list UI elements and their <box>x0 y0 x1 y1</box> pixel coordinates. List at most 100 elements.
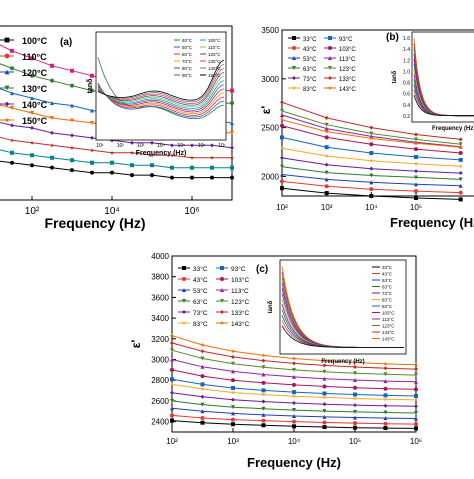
panel-c-data-point <box>261 388 266 393</box>
panel-a-data-point <box>149 153 155 157</box>
panel-b-data-point <box>458 171 463 176</box>
panel-c-data-point <box>383 379 388 384</box>
panel-c-y-tick-label: 3800 <box>151 273 169 282</box>
panel-c-data-point <box>383 386 388 391</box>
panel-c-data-point <box>322 363 327 368</box>
panel-a: 10² 10⁴ 10⁶ Frequency (Hz) 100°C 110°C 120°C 13… <box>0 0 240 240</box>
panel-a-x-axis-label: Frequency (Hz) <box>44 215 145 231</box>
panel-b-data-point <box>324 126 329 131</box>
panel-b-data-point <box>324 145 329 150</box>
panel-c-data-point <box>383 361 388 366</box>
panel-b-data-point <box>458 157 463 162</box>
panel-b-data-point <box>369 180 374 185</box>
panel-a-data-point <box>49 165 54 170</box>
panel-c-data-point <box>261 380 266 385</box>
panel-a-inset-curve <box>97 83 225 116</box>
panel-a-chart: 10² 10⁴ 10⁶ Frequency (Hz) 100°C 110°C 120°C 13… <box>0 25 235 231</box>
panel-b-data-point <box>414 147 419 152</box>
panel-c-x-tick-label: 10⁶ <box>410 437 422 446</box>
panel-c-y-tick-label: 2800 <box>151 376 169 385</box>
panel-c-data-point <box>292 413 296 418</box>
panel-a-data-point <box>30 153 34 158</box>
panel-a-legend-marker <box>4 101 10 107</box>
panel-c-inset-legend-label: 123°C <box>382 324 395 329</box>
panel-a-inset-x-axis-label: Frequency (Hz) <box>136 150 187 157</box>
panel-a-legend-label: 140°C <box>22 100 48 110</box>
panel-a-x-tick-label: 10⁶ <box>184 206 199 217</box>
panel-b-data-point <box>369 151 374 156</box>
panel-a-data-point <box>29 140 35 145</box>
panel-c-data-point <box>414 404 418 409</box>
panel-c-inset-x-axis-label: Frequency (Hz) <box>321 359 364 365</box>
panel-c-y-tick-label: 4000 <box>151 252 169 261</box>
panel-a-data-point <box>229 155 235 160</box>
panel-c-inset-legend-label: 143°C <box>382 337 395 342</box>
panel-c-legend-marker <box>181 320 187 325</box>
panel-c-data-point <box>200 394 205 399</box>
panel-c-legend-marker <box>182 310 186 314</box>
panel-b-data-point <box>324 184 329 189</box>
panel-c-data-point <box>414 393 418 398</box>
panel-a-inset-curve <box>97 72 225 106</box>
panel-c-legend-label: 93°C <box>231 265 246 273</box>
panel-c-data-point <box>383 421 388 426</box>
panel-a-legend-marker <box>4 117 10 123</box>
panel-c-legend-label: 43°C <box>193 276 208 284</box>
panel-c-data-point <box>261 358 266 363</box>
panel-b-data-point <box>280 123 284 128</box>
panel-b-x-tick-label: 10⁴ <box>365 203 378 212</box>
panel-b-legend-marker <box>328 46 332 50</box>
panel-a-inset-curve <box>97 85 225 113</box>
panel-c-data-point <box>231 422 235 427</box>
panel-a-data-point <box>129 150 135 155</box>
panel-b-inset-y-tick-label: 0.4 <box>403 103 410 109</box>
panel-a-data-point <box>9 123 14 128</box>
panel-c-data-point <box>291 356 297 361</box>
panel-c-legend-marker <box>182 299 186 303</box>
panel-b-inset-y-tick-label: 0.8 <box>403 81 410 87</box>
panel-c-data-point <box>414 416 418 421</box>
panel-c-data-point <box>200 386 205 391</box>
panel-c-chart: 2400 2600 2800 3000 3200 3400 3600 3800 4000 10² 1… <box>129 252 422 470</box>
panel-a-data-point <box>9 91 14 96</box>
panel-a-data-point <box>9 160 14 165</box>
panel-b-x-tick-label: 10³ <box>321 203 333 212</box>
panel-b-legend-marker <box>327 85 333 90</box>
panel-a-inset-legend-label: 150°C <box>208 73 221 78</box>
panel-c-data-point <box>170 357 174 362</box>
panel-b-data-point <box>458 183 463 188</box>
panel-b-data-point <box>279 117 285 122</box>
panel-a-data-point <box>230 165 234 170</box>
panel-c-data-point <box>383 410 388 415</box>
panel-c-inset-legend-label: 73°C <box>382 291 393 296</box>
panel-b-data-point <box>324 177 329 182</box>
panel-c-legend-marker <box>182 277 186 281</box>
panel-a-data-point <box>150 140 154 145</box>
panel-c-data-point <box>231 405 235 410</box>
panel-a-data-point <box>129 163 134 168</box>
panel-a-data-point <box>150 173 154 178</box>
panel-b-data-point <box>280 100 284 105</box>
panel-c-data-point <box>170 340 174 345</box>
panel-a-data-point <box>190 143 194 148</box>
panel-c-data-point <box>200 374 205 379</box>
panel-c-legend-marker <box>220 288 224 292</box>
panel-b-data-point <box>280 135 284 140</box>
panel-b-data-point <box>369 136 374 141</box>
panel-b-data-point <box>458 145 463 149</box>
panel-a-data-point <box>230 101 234 106</box>
panel-c-data-point <box>292 374 296 379</box>
panel-b-legend-marker <box>292 76 296 80</box>
panel-a-data-point <box>89 135 94 140</box>
panel-a-data-point <box>70 68 74 73</box>
panel-a-inset-legend-label: 90°C <box>182 73 193 78</box>
panel-c-data-point <box>261 412 266 417</box>
panel-c-data-point <box>322 369 327 374</box>
panel-c-data-point <box>200 420 205 425</box>
panel-b-series-line <box>281 136 461 161</box>
panel-b-data-point <box>280 112 284 117</box>
panel-c-inset-legend-label: 113°C <box>382 317 395 322</box>
panel-b-data-point <box>458 190 463 195</box>
panel-a-inset-curve <box>97 76 225 108</box>
panel-b-legend-marker <box>291 85 297 90</box>
